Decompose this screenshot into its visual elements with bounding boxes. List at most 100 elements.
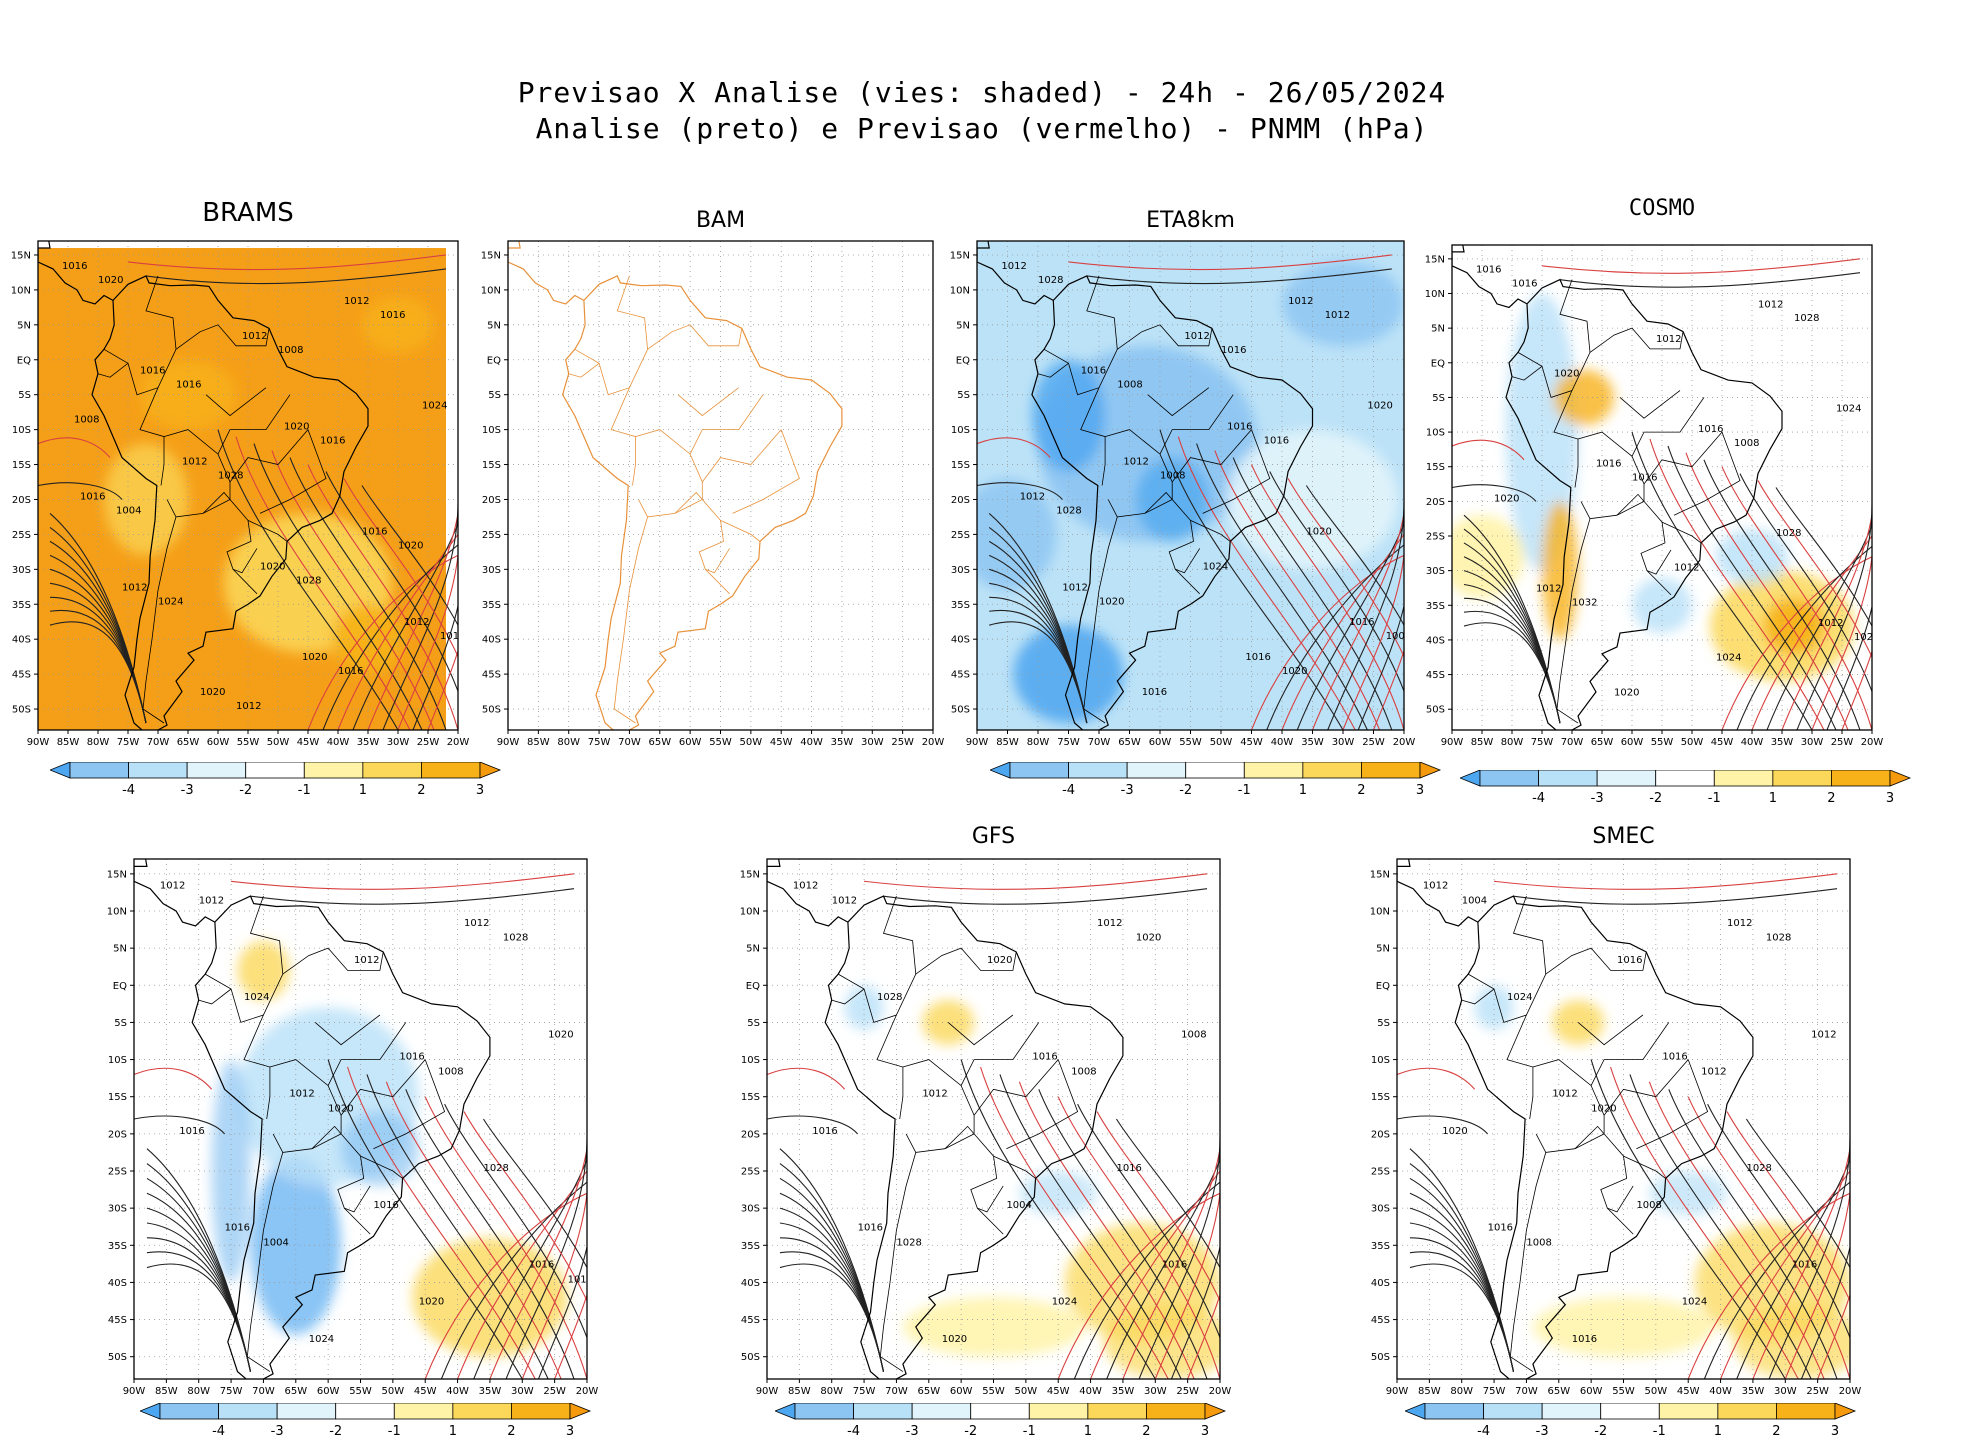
isobar-label: 1008 xyxy=(1734,438,1759,449)
lat-tick-label: 45S xyxy=(741,1315,760,1326)
lat-tick-label: 5S xyxy=(747,1018,760,1029)
lon-tick-label: 75W xyxy=(117,737,140,748)
isobar-label: 1020 xyxy=(942,1334,967,1345)
isobar-label: 1004 xyxy=(116,505,141,516)
colorbar: -4-3-2-11234 xyxy=(1405,1403,1857,1439)
lat-tick-label: 45S xyxy=(482,670,501,681)
isobar-label: 1012 xyxy=(440,631,465,642)
lon-tick-label: 20W xyxy=(1209,1386,1232,1397)
isobar-label: 1012 xyxy=(404,617,429,628)
isobar-label: 1012 xyxy=(1184,331,1209,342)
colorbar-label: -4 xyxy=(1477,1424,1490,1439)
colorbar-label: -3 xyxy=(1536,1424,1549,1439)
lon-tick-label: 85W xyxy=(1471,737,1494,748)
isobar-label: 1016 xyxy=(225,1222,250,1233)
isobar-label: 1012 xyxy=(236,701,261,712)
lat-tick-label: 15N xyxy=(1425,254,1445,265)
colorbar-label: 1 xyxy=(1769,791,1777,806)
isobar-label: 1008 xyxy=(1526,1237,1551,1248)
colorbar: -4-3-2-11234 xyxy=(775,1403,1227,1439)
lat-tick-label: 30S xyxy=(1371,1204,1390,1215)
lat-tick-label: 40S xyxy=(741,1278,760,1289)
lat-tick-label: 25S xyxy=(741,1167,760,1178)
isobar-label: 1028 xyxy=(1776,528,1801,539)
lat-tick-label: 15N xyxy=(481,250,501,261)
isobar-label: 1028 xyxy=(218,471,243,482)
isobar-label: 1008 xyxy=(1071,1066,1096,1077)
lon-tick-label: 50W xyxy=(1210,737,1233,748)
coastline xyxy=(1031,275,1314,730)
lat-tick-label: 35S xyxy=(108,1241,127,1252)
lat-tick-label: EQ xyxy=(17,355,31,366)
colorbar-label: -4 xyxy=(1062,783,1075,798)
colorbar-label: -1 xyxy=(1023,1424,1036,1439)
isobar-label: 1016 xyxy=(1792,1260,1817,1271)
lon-tick-label: 75W xyxy=(1057,737,1080,748)
lat-tick-label: 35S xyxy=(741,1241,760,1252)
lat-tick-label: 35S xyxy=(951,600,970,611)
isobar-label: 1008 xyxy=(1636,1200,1661,1211)
lat-tick-label: 30S xyxy=(12,565,31,576)
isobar-label: 1020 xyxy=(1367,401,1392,412)
colorbar-label: -1 xyxy=(388,1424,401,1439)
isobar-label: 1020 xyxy=(548,1029,573,1040)
isobar-label: 1020 xyxy=(1306,526,1331,537)
lat-tick-label: 50S xyxy=(1426,705,1445,716)
isobar-label: 1024 xyxy=(422,401,447,412)
lon-tick-label: 60W xyxy=(1580,1386,1603,1397)
lat-tick-label: 5N xyxy=(1376,944,1390,955)
lat-tick-label: 25S xyxy=(482,530,501,541)
isobar-label: 1012 xyxy=(242,331,267,342)
colorbar-label: -2 xyxy=(329,1424,342,1439)
lon-tick-label: 65W xyxy=(917,1386,940,1397)
map-panel-brams: 1016 1020 1012 1012 1012 1012 1012 1016 1020 1016… xyxy=(11,240,469,748)
lon-tick-label: 50W xyxy=(267,737,290,748)
colorbar-label: -3 xyxy=(1591,791,1604,806)
lon-tick-label: 75W xyxy=(588,737,611,748)
lat-tick-label: 10S xyxy=(1426,428,1445,439)
lon-tick-label: 25W xyxy=(417,737,440,748)
lat-tick-label: 15S xyxy=(1426,462,1445,473)
lat-tick-label: 15S xyxy=(1371,1092,1390,1103)
lon-tick-label: 70W xyxy=(1088,737,1111,748)
lat-tick-label: 50S xyxy=(12,705,31,716)
isobar-label: 1028 xyxy=(503,933,528,944)
lon-tick-label: 60W xyxy=(317,1386,340,1397)
isobar-label: 1024 xyxy=(309,1334,334,1345)
lon-tick-label: 30W xyxy=(861,737,884,748)
isobar-label: 1012 xyxy=(1536,583,1561,594)
isobar-label: 1012 xyxy=(1727,918,1752,929)
isobar-label: 1016 xyxy=(380,310,405,321)
lat-tick-label: 5S xyxy=(114,1018,127,1029)
isobar-label: 1016 xyxy=(338,666,363,677)
lon-tick-label: 80W xyxy=(557,737,580,748)
lon-tick-label: 65W xyxy=(648,737,671,748)
colorbar-label: 1 xyxy=(449,1424,457,1439)
lon-tick-label: 55W xyxy=(1612,1386,1635,1397)
lat-tick-label: 5S xyxy=(18,390,31,401)
isobar-label: 1016 xyxy=(1221,345,1246,356)
lat-tick-label: 20S xyxy=(1371,1129,1390,1140)
isobar-label: 1016 xyxy=(399,1052,424,1063)
lat-tick-label: 50S xyxy=(1371,1352,1390,1363)
lat-tick-label: 10N xyxy=(1425,289,1445,300)
colorbar-label: 1 xyxy=(1084,1424,1092,1439)
panel-title-eta8km: ETA8km xyxy=(1146,208,1235,233)
lat-tick-label: 15S xyxy=(108,1092,127,1103)
lon-tick-label: 30W xyxy=(1332,737,1355,748)
coastline xyxy=(1505,278,1783,730)
lon-tick-label: 50W xyxy=(740,737,763,748)
colorbar-label: -1 xyxy=(1238,783,1251,798)
lon-tick-label: 60W xyxy=(1621,737,1644,748)
lat-tick-label: 45S xyxy=(951,670,970,681)
isobar-label: 1016 xyxy=(1081,366,1106,377)
lat-tick-label: 35S xyxy=(12,600,31,611)
lat-tick-label: EQ xyxy=(956,355,970,366)
isobar-label: 1016 xyxy=(1632,473,1657,484)
colorbar-label: -2 xyxy=(964,1424,977,1439)
panel-title-gfs: GFS xyxy=(971,824,1016,849)
colorbar-label: -4 xyxy=(122,783,135,798)
colorbar-label: 2 xyxy=(507,1424,515,1439)
colorbar-label: -1 xyxy=(1653,1424,1666,1439)
lat-tick-label: 20S xyxy=(12,495,31,506)
